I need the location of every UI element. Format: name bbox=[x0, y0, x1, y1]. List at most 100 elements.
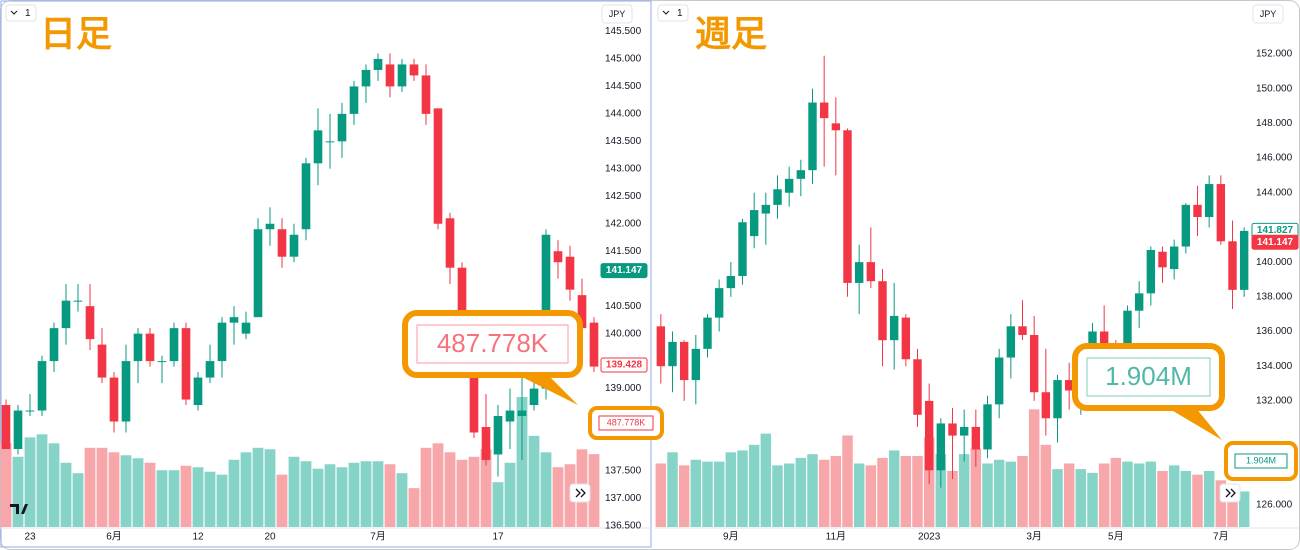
volume-bar bbox=[818, 459, 830, 527]
y-tick-label: 150.000 bbox=[1256, 83, 1293, 94]
chart-panel: 9月 11月 2023 3月 5月 7月 152.000 150.000 148.000 146.… bbox=[655, 4, 1299, 543]
volume-bar bbox=[993, 459, 1005, 527]
price-label-box bbox=[600, 263, 648, 279]
volume-bar bbox=[795, 457, 807, 527]
volume-bar bbox=[1075, 469, 1087, 527]
volume-bar bbox=[288, 456, 300, 527]
price-label-box bbox=[600, 357, 648, 373]
volume-bar bbox=[360, 461, 372, 527]
volume-bar bbox=[420, 447, 432, 527]
volume-bar bbox=[912, 456, 923, 527]
candle-body bbox=[726, 275, 736, 289]
volume-bar bbox=[528, 435, 540, 527]
volume-bar bbox=[1180, 470, 1192, 527]
candle-body bbox=[421, 75, 431, 114]
candle-body bbox=[831, 123, 841, 131]
chart-panel: 23 6月 12 20 7月 17 145.500 145.000 144.500 144.000… bbox=[0, 0, 664, 548]
volume-bar bbox=[408, 488, 420, 527]
currency: JPY bbox=[609, 9, 626, 19]
volume-bar bbox=[12, 456, 24, 527]
volume-bar bbox=[888, 450, 900, 527]
candle-body bbox=[373, 58, 383, 70]
y-tick-label: 126.000 bbox=[1256, 500, 1293, 511]
volume-bar bbox=[0, 443, 12, 527]
candle-body bbox=[866, 262, 876, 282]
volume-bar bbox=[1157, 470, 1168, 527]
x-tick-label: 9月 bbox=[723, 531, 739, 543]
candle-body bbox=[901, 317, 911, 360]
volume-bar bbox=[456, 459, 468, 527]
candle-body bbox=[878, 281, 887, 341]
candle-body bbox=[337, 113, 347, 142]
x-tick-label: 6月 bbox=[106, 531, 122, 543]
volume-bar bbox=[432, 443, 444, 527]
volume-bar bbox=[667, 452, 678, 527]
volume-bar bbox=[842, 435, 853, 527]
volume-bar bbox=[540, 452, 552, 527]
currency-button[interactable] bbox=[1252, 4, 1284, 24]
volume-bar bbox=[96, 447, 108, 527]
candle-body bbox=[193, 377, 203, 406]
y-tick-label: 136.500 bbox=[605, 521, 642, 532]
candle-body bbox=[385, 64, 395, 87]
candle-body bbox=[936, 423, 946, 471]
volume-bar bbox=[1098, 463, 1110, 527]
x-tick-label: 23 bbox=[24, 532, 36, 543]
price-label: 141.147 bbox=[606, 265, 643, 276]
candle-body bbox=[749, 210, 759, 237]
volume-bar bbox=[72, 473, 84, 527]
volume-bar bbox=[468, 456, 480, 527]
volume-bar bbox=[384, 464, 396, 527]
callout-tail bbox=[518, 375, 578, 405]
candle-body bbox=[1239, 230, 1249, 290]
candle-body bbox=[714, 288, 724, 318]
candle-body bbox=[924, 400, 934, 471]
candle-body bbox=[784, 178, 794, 193]
y-tick-label: 137.500 bbox=[605, 466, 642, 477]
y-tick-label: 144.000 bbox=[605, 109, 642, 120]
candle-body bbox=[205, 361, 215, 378]
candle-body bbox=[121, 361, 131, 422]
volume-bar bbox=[1063, 463, 1075, 527]
candle-body bbox=[157, 361, 167, 363]
interval-button[interactable] bbox=[657, 4, 689, 22]
candle-body bbox=[854, 262, 864, 283]
volume-bar bbox=[702, 461, 713, 527]
volume-bar bbox=[372, 461, 384, 527]
chevron-icon bbox=[662, 10, 670, 15]
x-tick-label: 7月 bbox=[370, 531, 386, 543]
candle-body bbox=[1169, 246, 1179, 270]
volume-bar bbox=[156, 470, 168, 527]
candle-body bbox=[1099, 331, 1109, 349]
candle-body bbox=[1134, 293, 1144, 311]
volume-bar bbox=[900, 456, 912, 527]
callout-text: 487.778K bbox=[437, 328, 549, 358]
volume-bar bbox=[348, 462, 360, 527]
volume-bar bbox=[1122, 461, 1133, 527]
volume-bar bbox=[180, 465, 192, 527]
candle-body bbox=[109, 377, 119, 422]
x-tick-label: 5月 bbox=[1108, 531, 1124, 543]
candle-body bbox=[133, 333, 143, 362]
y-tick-label: 134.000 bbox=[1256, 361, 1293, 372]
candle-body bbox=[349, 86, 359, 114]
volume-label-box bbox=[1234, 453, 1288, 469]
candle-body bbox=[409, 64, 419, 76]
volume-bar bbox=[336, 467, 348, 527]
candle-body bbox=[589, 322, 599, 367]
candle-body bbox=[577, 295, 587, 329]
interval-button[interactable] bbox=[5, 4, 37, 22]
price-label-box bbox=[1251, 234, 1299, 250]
candle-body bbox=[679, 341, 689, 381]
candle-body bbox=[761, 204, 771, 214]
volume-bar bbox=[1087, 472, 1098, 527]
volume-bar bbox=[713, 461, 725, 527]
y-tick-label: 140.000 bbox=[605, 328, 642, 339]
volume-bar bbox=[678, 465, 690, 527]
currency-button[interactable] bbox=[601, 4, 633, 24]
candle-body bbox=[25, 410, 35, 412]
candle-body bbox=[948, 423, 957, 436]
candle-body bbox=[1193, 204, 1202, 218]
candle-body bbox=[971, 426, 981, 450]
